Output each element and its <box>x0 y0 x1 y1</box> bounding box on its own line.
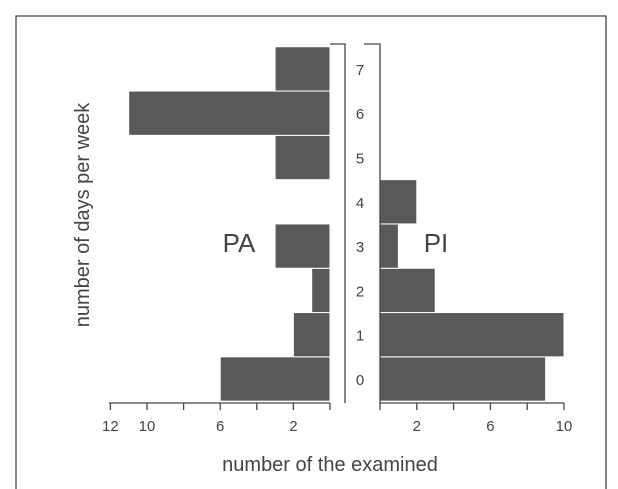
y-axis-title: number of days per week <box>72 102 94 328</box>
bar-pi-2 <box>379 267 436 314</box>
bar-pa-5 <box>274 134 331 181</box>
x-tick-label-right-10: 10 <box>556 418 573 435</box>
x-ticks-right <box>379 403 565 410</box>
y-tick-label-6: 6 <box>356 106 364 123</box>
bar-pi-4 <box>379 179 418 225</box>
y-tick-label-3: 3 <box>356 239 364 256</box>
series-label-pi: PI <box>424 228 449 258</box>
bar-pa-7 <box>274 46 331 92</box>
x-ticks-left <box>109 403 331 410</box>
chart-border <box>15 15 607 489</box>
bar-pi-0 <box>379 356 547 402</box>
center-axis-right-bracket <box>364 43 381 403</box>
bar-pi-1 <box>379 312 565 358</box>
y-tick-label-0: 0 <box>356 372 364 389</box>
bars-left-group <box>128 46 331 402</box>
bar-pa-2 <box>311 267 331 314</box>
y-tick-labels: 0 1 2 3 4 5 6 7 <box>356 62 364 389</box>
bar-pi-3 <box>379 223 399 269</box>
y-tick-label-2: 2 <box>356 283 364 300</box>
x-axis-title: number of the examined <box>222 454 438 476</box>
bar-pa-3 <box>274 223 331 269</box>
x-tick-label-right-6: 6 <box>486 418 494 435</box>
x-tick-label-right-2: 2 <box>413 418 421 435</box>
x-tick-labels-right: 2 6 10 <box>413 418 573 435</box>
y-tick-label-5: 5 <box>356 151 364 168</box>
axes <box>109 43 565 410</box>
y-tick-label-4: 4 <box>356 195 364 212</box>
bar-pa-1 <box>292 312 331 358</box>
y-tick-label-7: 7 <box>356 62 364 79</box>
bar-pa-6 <box>128 90 331 136</box>
x-tick-label-left-6: 6 <box>216 418 224 435</box>
x-tick-label-left-10: 10 <box>139 418 156 435</box>
x-tick-label-left-2: 2 <box>289 418 297 435</box>
series-label-pa: PA <box>223 228 256 258</box>
y-tick-label-1: 1 <box>356 328 364 345</box>
center-axis-left-bracket <box>330 43 346 403</box>
bar-pa-0 <box>219 356 331 402</box>
bars-right-group <box>379 179 565 402</box>
x-tick-labels-left: 12 10 6 2 <box>102 418 298 435</box>
x-tick-label-left-12: 12 <box>102 418 119 435</box>
